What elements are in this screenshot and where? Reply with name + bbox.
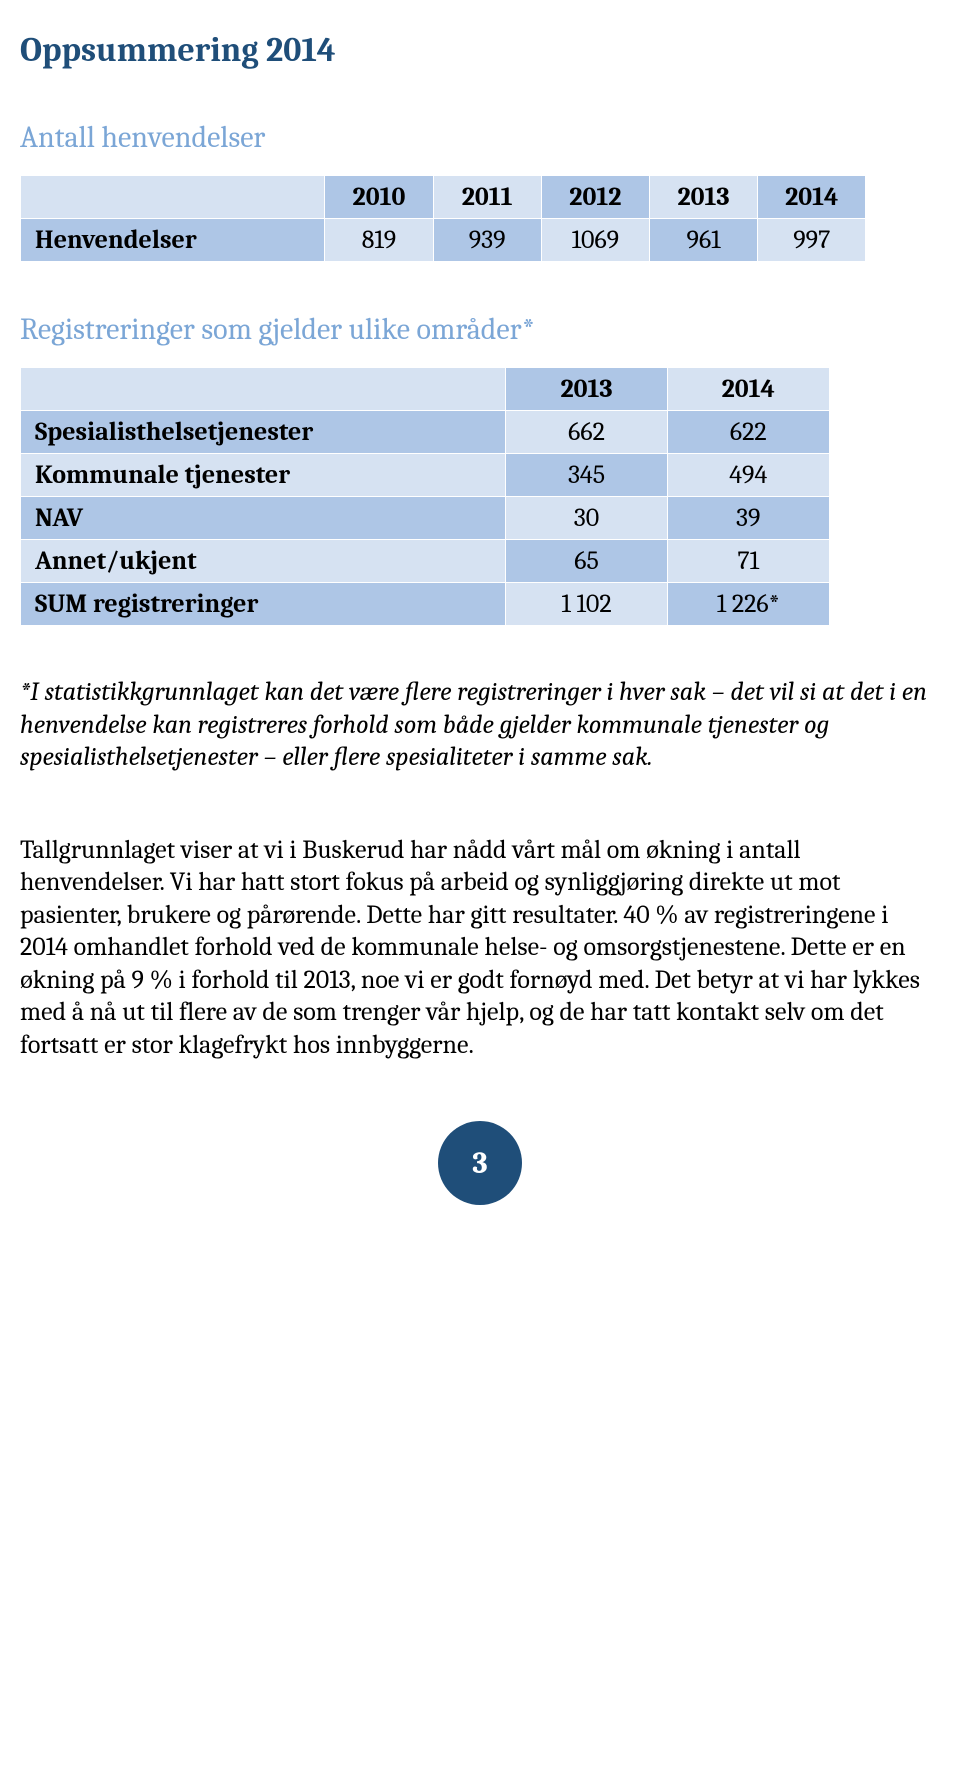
table-cell: 1 226* [667, 583, 829, 626]
table-cell: 662 [506, 411, 668, 454]
table-row: Kommunale tjenester345494 [21, 454, 830, 497]
page-title: Oppsummering 2014 [20, 30, 940, 70]
table-cell: 961 [649, 219, 757, 262]
table-header-cell: 2014 [667, 368, 829, 411]
table-registreringer: 20132014 Spesialisthelsetjenester662622K… [20, 367, 830, 626]
table-cell-label: Henvendelser [21, 219, 325, 262]
table-cell: 1 102 [506, 583, 668, 626]
table-row: SUM registreringer1 1021 226* [21, 583, 830, 626]
table-cell: 345 [506, 454, 668, 497]
table-cell-label: SUM registreringer [21, 583, 506, 626]
page-number-badge: 3 [438, 1121, 522, 1205]
table-cell-label: Kommunale tjenester [21, 454, 506, 497]
table-cell: 494 [667, 454, 829, 497]
table-cell: 622 [667, 411, 829, 454]
section-heading-1: Antall henvendelser [20, 120, 940, 155]
table-cell: 939 [433, 219, 541, 262]
table-row: Henvendelser8199391069961997 [21, 219, 866, 262]
table-header-cell: 2013 [506, 368, 668, 411]
page-number: 3 [472, 1146, 487, 1181]
section-heading-2: Registreringer som gjelder ulike områder… [20, 312, 940, 347]
table-cell-label: Spesialisthelsetjenester [21, 411, 506, 454]
table-header-cell: 2010 [325, 176, 433, 219]
table-row: Spesialisthelsetjenester662622 [21, 411, 830, 454]
table-cell: 30 [506, 497, 668, 540]
table-henvendelser: 20102011201220132014 Henvendelser8199391… [20, 175, 866, 262]
table-header-cell [21, 368, 506, 411]
table-header-row: 20132014 [21, 368, 830, 411]
body-paragraph: Tallgrunnlaget viser at vi i Buskerud ha… [20, 834, 940, 1062]
table-row: NAV3039 [21, 497, 830, 540]
table-cell: 39 [667, 497, 829, 540]
table-header-cell: 2011 [433, 176, 541, 219]
table-header-row: 20102011201220132014 [21, 176, 866, 219]
table-cell-label: NAV [21, 497, 506, 540]
table-header-cell: 2013 [649, 176, 757, 219]
table-cell: 1069 [541, 219, 649, 262]
table-row: Annet/ukjent6571 [21, 540, 830, 583]
table-header-cell [21, 176, 325, 219]
table-cell: 65 [506, 540, 668, 583]
table-cell: 819 [325, 219, 433, 262]
table-cell-label: Annet/ukjent [21, 540, 506, 583]
footnote-text: *I statistikkgrunnlaget kan det være fle… [20, 676, 940, 774]
table-header-cell: 2014 [758, 176, 866, 219]
table-header-cell: 2012 [541, 176, 649, 219]
table-cell: 71 [667, 540, 829, 583]
table-cell: 997 [758, 219, 866, 262]
